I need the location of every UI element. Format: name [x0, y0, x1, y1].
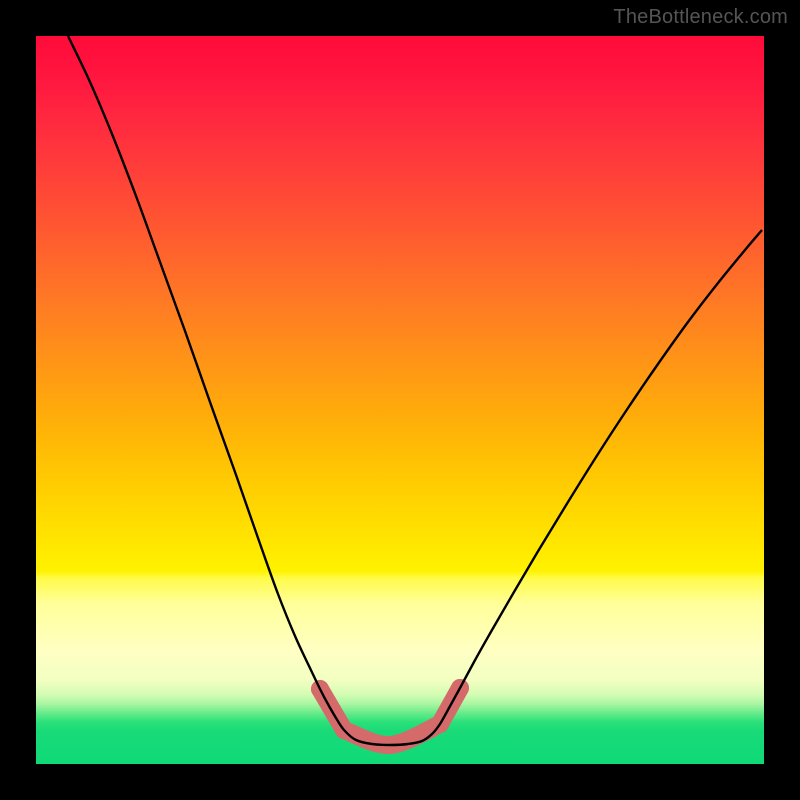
bottleneck-chart: [0, 0, 800, 800]
watermark-label: TheBottleneck.com: [613, 6, 788, 29]
chart-background: [36, 36, 764, 764]
